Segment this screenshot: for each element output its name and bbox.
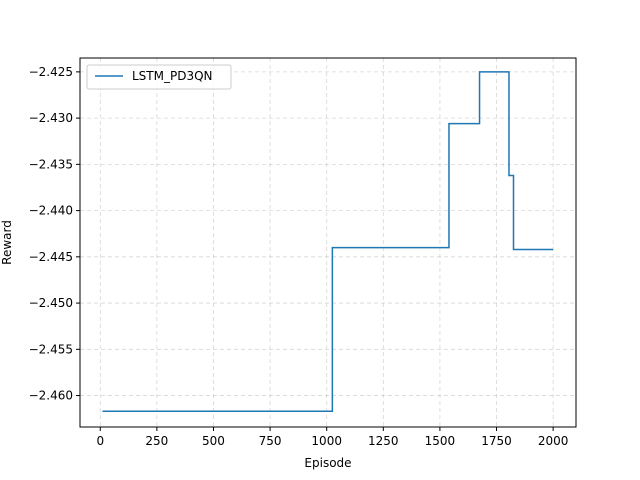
- y-tick-label: −2.460: [29, 389, 73, 403]
- legend: LSTM_PD3QN: [86, 64, 232, 90]
- x-tick-label: 1250: [368, 434, 399, 448]
- y-tick-label: −2.430: [29, 111, 73, 125]
- y-axis-label: Reward: [0, 220, 14, 265]
- y-tick-label: −2.440: [29, 204, 73, 218]
- x-tick-label: 750: [259, 434, 282, 448]
- y-tick-label: −2.445: [29, 250, 73, 264]
- grid: [80, 58, 576, 427]
- y-tick-label: −2.435: [29, 157, 73, 171]
- x-tick-label: 2000: [538, 434, 569, 448]
- x-tick-label: 1000: [311, 434, 342, 448]
- y-tick-label: −2.455: [29, 342, 73, 356]
- x-tick-label: 1750: [481, 434, 512, 448]
- legend-box: [86, 64, 232, 90]
- x-tick-label: 0: [96, 434, 104, 448]
- series-line-0: [102, 71, 554, 413]
- y-axis-ticks: −2.460 −2.455 −2.450 −2.445 −2.440 −2.435 −2.4…: [29, 65, 80, 403]
- x-axis-label: Episode: [304, 456, 351, 470]
- x-tick-label: 250: [145, 434, 168, 448]
- x-axis-ticks: 0 250 500 750 1000 1250 1500 1750 2000: [96, 427, 568, 448]
- y-tick-label: −2.450: [29, 296, 73, 310]
- x-tick-label: 1500: [425, 434, 456, 448]
- series-layer: [102, 71, 554, 413]
- x-tick-label: 500: [202, 434, 225, 448]
- plot-frame: [79, 57, 577, 428]
- y-tick-label: −2.425: [29, 65, 73, 79]
- legend-label: LSTM_PD3QN: [132, 69, 213, 83]
